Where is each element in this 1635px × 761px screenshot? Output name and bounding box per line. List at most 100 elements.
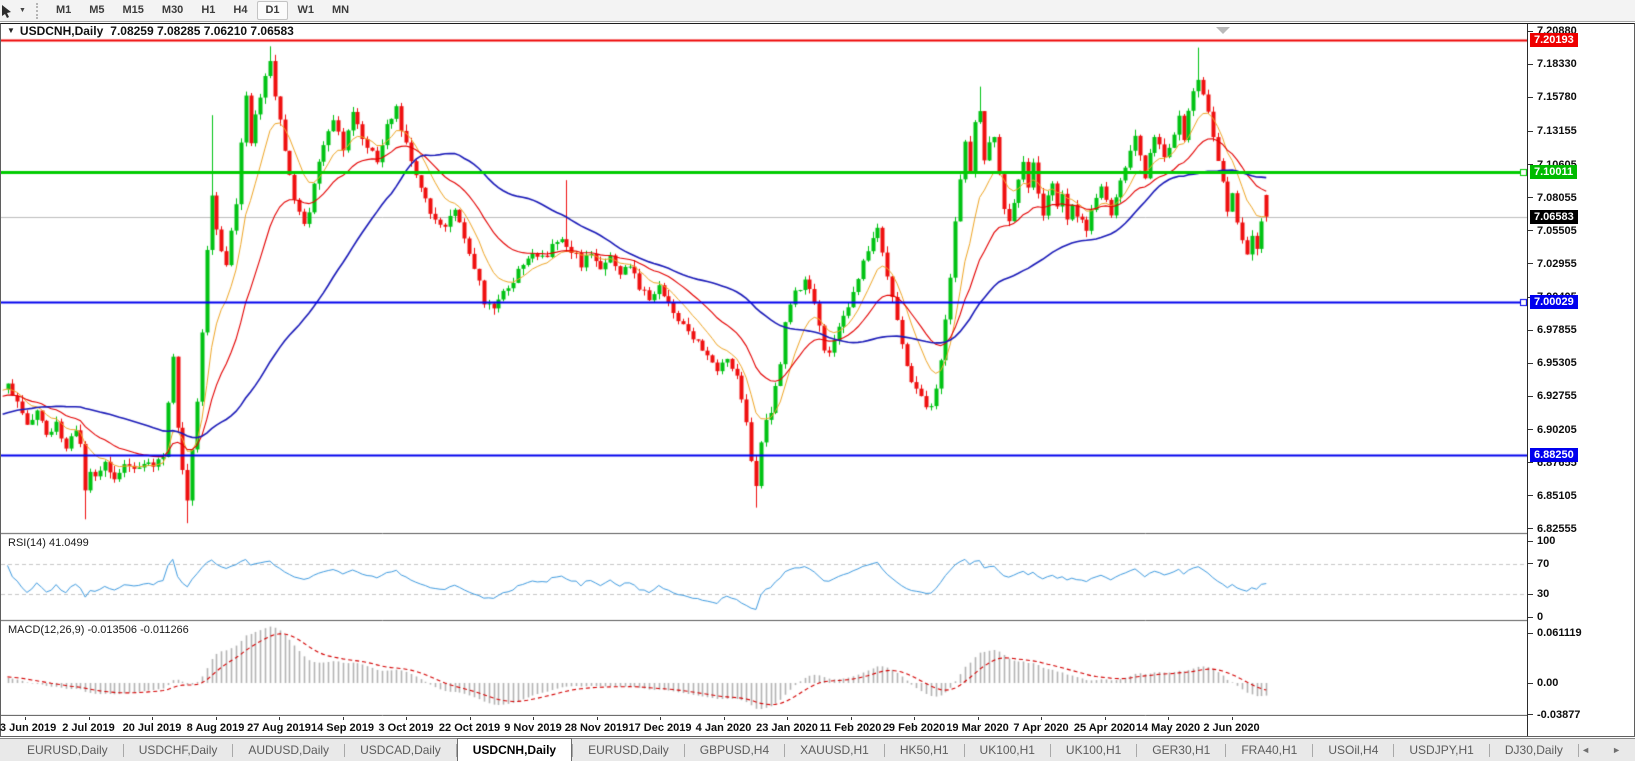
- tab-separator: [1393, 743, 1395, 757]
- symbol-tab-audusd-daily[interactable]: AUDUSD,Daily: [248, 743, 330, 757]
- price-tick-mark: [1528, 528, 1533, 530]
- current-price-badge: 7.06583: [1530, 209, 1578, 224]
- date-tick-mark: [723, 717, 725, 720]
- symbol-tab-dj30-daily[interactable]: DJ30,Daily: [1504, 743, 1563, 757]
- symbol-tab-usdjpy-h1[interactable]: USDJPY,H1: [1409, 743, 1474, 757]
- date-label: 19 Mar 2020: [946, 722, 1009, 734]
- date-label: 22 Oct 2019: [438, 722, 501, 734]
- date-tick-mark: [787, 717, 788, 720]
- price-tick-mark: [1528, 96, 1533, 98]
- rsi-tick-mark: [1528, 593, 1533, 595]
- timeframe-button-d1[interactable]: D1: [257, 1, 288, 20]
- chart-window: ▼ USDCNH,Daily 7.08259 7.08285 7.06210 7…: [0, 23, 1635, 737]
- rsi-tick-mark: [1528, 540, 1533, 542]
- tab-separator: [1225, 743, 1227, 757]
- macd-tick-label: 0.061119: [1537, 627, 1582, 640]
- tab-separator: [232, 743, 234, 757]
- timeframe-button-w1[interactable]: W1: [297, 4, 315, 16]
- date-label: 27 Aug 2019: [247, 722, 311, 734]
- symbol-tab-gbpusd-h4[interactable]: GBPUSD,H4: [699, 743, 770, 757]
- toolbar-grip[interactable]: [35, 2, 41, 19]
- symbol-tab-xauusd-h1[interactable]: XAUUSD,H1: [800, 743, 869, 757]
- timeframe-button-m5[interactable]: M5: [89, 4, 105, 16]
- date-label: 11 Feb 2020: [819, 722, 882, 734]
- date-label: 2 Jun 2020: [1203, 722, 1260, 734]
- symbol-tab-uk100-h1[interactable]: UK100,H1: [1065, 743, 1122, 757]
- macd-tick-mark: [1528, 632, 1533, 634]
- price-chart-canvas[interactable]: [1, 37, 1527, 716]
- symbol-tabbar: EURUSD,Daily USDCHF,Daily AUDUSD,Daily USDC…: [0, 738, 1635, 761]
- timeframe-button-m30[interactable]: M30: [161, 4, 184, 16]
- date-label: 3 Oct 2019: [378, 722, 434, 734]
- symbol-tab-usoil-h4[interactable]: USOil,H4: [1328, 743, 1379, 757]
- macd-tick-label: 0.00: [1537, 677, 1559, 689]
- date-tick-mark: [977, 717, 979, 720]
- price-tick-label: 7.15780: [1537, 91, 1577, 104]
- symbol-tab-usdchf-daily[interactable]: USDCHF,Daily: [138, 743, 218, 757]
- price-axis[interactable]: 7.208807.183307.157807.131557.106057.080…: [1527, 24, 1634, 736]
- date-axis[interactable]: 13 Jun 2019 2 Jul 2019 20 Jul 2019 8 Aug 20…: [0, 717, 1527, 736]
- symbol-tab-eurusd-daily[interactable]: EURUSD,Daily: [27, 743, 108, 757]
- price-tick-label: 7.18330: [1537, 58, 1577, 71]
- rsi-tick-label: 0: [1537, 611, 1544, 623]
- rsi-indicator-label: RSI(14) 41.0499: [8, 537, 89, 549]
- price-tick-label: 6.97855: [1537, 324, 1577, 337]
- date-label: 9 Nov 2019: [504, 722, 562, 734]
- timeframe-button-m1[interactable]: M1: [55, 4, 72, 16]
- tab-scroll-left-icon[interactable]: ◄: [1581, 745, 1591, 755]
- symbol-tab-eurusd-daily[interactable]: EURUSD,Daily: [588, 743, 669, 757]
- timeframe-button-h1[interactable]: H1: [201, 4, 216, 16]
- price-tick-mark: [1528, 395, 1533, 397]
- pointer-tool-button[interactable]: ▼: [2, 2, 26, 20]
- date-tick-mark: [279, 717, 280, 720]
- price-tick-mark: [1528, 230, 1533, 232]
- date-tick-mark: [533, 717, 534, 720]
- price-tick-mark: [1528, 63, 1533, 65]
- tab-separator: [1049, 743, 1051, 757]
- date-tick-mark: [25, 717, 26, 720]
- rsi-tick-label: 100: [1537, 535, 1556, 547]
- price-line-badge: 7.00029: [1530, 294, 1578, 309]
- symbol-tab-usdcnh-daily[interactable]: USDCNH,Daily: [456, 738, 573, 761]
- date-tick-mark: [88, 717, 90, 720]
- chart-title-symbol: USDCNH,Daily: [19, 24, 104, 38]
- price-line-badge: 6.88250: [1530, 447, 1578, 462]
- timeframe-button-m15[interactable]: M15: [122, 4, 144, 16]
- date-tick-mark: [850, 717, 852, 720]
- timeframe-button-h4[interactable]: H4: [233, 4, 248, 16]
- price-tick-mark: [1528, 362, 1533, 364]
- date-label: 8 Aug 2019: [186, 722, 245, 734]
- price-tick-mark: [1528, 329, 1533, 331]
- symbol-tab-uk100-h1[interactable]: UK100,H1: [979, 743, 1035, 757]
- tab-separator: [1312, 743, 1314, 757]
- price-tick-mark: [1528, 164, 1533, 165]
- price-tick-label: 6.92755: [1537, 390, 1577, 403]
- tab-separator: [344, 743, 346, 757]
- macd-tick-mark: [1528, 682, 1533, 684]
- symbol-tab-ger30-h1[interactable]: GER30,H1: [1152, 743, 1211, 757]
- tab-scroll-arrows: ◄ ►: [1581, 739, 1635, 761]
- price-tick-label: 6.85105: [1537, 489, 1577, 502]
- chart-title-ohlc: 7.08259 7.08285 7.06210 7.06583: [110, 24, 294, 38]
- rsi-tick-mark: [1528, 563, 1533, 565]
- tab-separator: [1136, 743, 1138, 757]
- macd-tick-label: -0.03877: [1537, 708, 1581, 721]
- timeframe-button-mn[interactable]: MN: [332, 4, 350, 16]
- date-label: 14 Sep 2019: [311, 722, 374, 734]
- chart-shift-marker-icon[interactable]: [1216, 27, 1230, 34]
- timeframe-toolbar: ▼ M1 M5 M15 M30 H1 H4 D1 W1 MN: [0, 0, 1635, 22]
- symbol-tab-hk50-h1[interactable]: HK50,H1: [899, 743, 949, 757]
- date-tick-mark: [596, 717, 598, 720]
- tab-scroll-right-icon[interactable]: ►: [1612, 745, 1621, 755]
- date-label: 17 Dec 2019: [628, 722, 692, 734]
- tab-separator: [1488, 743, 1490, 757]
- price-tick-label: 6.82555: [1537, 522, 1577, 535]
- macd-indicator-label: MACD(12,26,9) -0.013506 -0.011266: [8, 624, 189, 636]
- chart-collapse-icon[interactable]: ▼: [7, 26, 15, 35]
- price-line-badge: 7.10011: [1530, 165, 1578, 180]
- symbol-tab-fra40-h1[interactable]: FRA40,H1: [1241, 743, 1298, 757]
- date-tick-mark: [1168, 717, 1169, 720]
- symbol-tab-usdcad-daily[interactable]: USDCAD,Daily: [360, 743, 441, 757]
- tab-separator: [784, 743, 786, 757]
